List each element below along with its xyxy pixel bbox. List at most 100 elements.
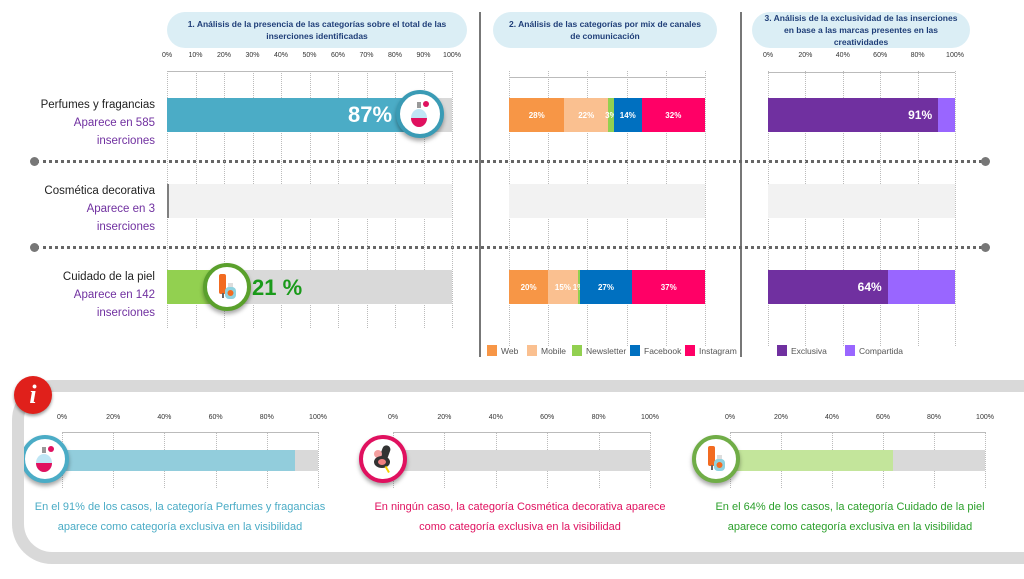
bar-track (509, 184, 705, 218)
gridline (985, 432, 986, 488)
axis-line (509, 77, 705, 78)
insertion-count: Aparece en 585 (73, 117, 155, 129)
segment-label: 3% (605, 110, 617, 120)
row-divider-dot (981, 157, 990, 166)
axis-tick-label: 20% (773, 414, 789, 421)
axis-tick-label: 40% (157, 414, 172, 421)
category-label: Perfumes y fragancias Aparece en 585 inser… (41, 96, 155, 150)
insertion-count-unit: inserciones (96, 135, 155, 147)
axis-line (768, 72, 955, 73)
axis-tick-label: 60% (873, 52, 888, 59)
axis-tick-label: 80% (259, 414, 274, 421)
legend-item: Newsletter (572, 345, 626, 356)
summary-note: En el 64% de los casos, la categoría Cui… (700, 497, 1000, 537)
makeup-compact-icon (359, 435, 407, 483)
segment-label: 27% (597, 282, 614, 292)
row-divider-dot (30, 157, 39, 166)
axis-line (730, 432, 985, 433)
bar-segment-instagram: 32% (641, 98, 705, 132)
segment-label: 22% (578, 110, 595, 120)
bar-segment-compartida (887, 270, 955, 304)
axis-tick-label: 60% (208, 414, 223, 421)
info-icon: i (14, 376, 52, 414)
legend-item: Web (487, 345, 518, 356)
separator (479, 12, 481, 357)
axis-tick-label: 100% (443, 52, 461, 59)
legend-label: Mobile (541, 345, 567, 356)
axis-tick-label: 40% (824, 414, 840, 421)
bar-segment-mobile: 22% (564, 98, 608, 132)
gridline (452, 71, 453, 328)
segment-label: 37% (660, 282, 677, 292)
axis-tick-label: 0% (56, 414, 68, 421)
separator (740, 12, 742, 357)
summary-line: En el 64% de los casos, la categoría Cui… (715, 501, 985, 513)
legend-label: Compartida (859, 345, 903, 356)
gridline (650, 432, 651, 488)
gridline (318, 432, 319, 488)
chart-3-title: 3. Análisis de la exclusividad de las in… (752, 12, 970, 48)
insertion-count: Aparece en 142 (73, 289, 155, 301)
bar-track (167, 184, 452, 218)
axis-tick-label: 60% (330, 52, 346, 59)
gridline (705, 71, 706, 346)
bar-segment-newsletter: 3% (605, 98, 617, 132)
skincare-icon (692, 435, 740, 483)
skincare-icon (203, 263, 251, 311)
axis-tick-label: 0% (161, 52, 173, 59)
insertion-count-unit: inserciones (96, 221, 155, 233)
axis-tick-label: 20% (798, 52, 813, 59)
axis-tick-label: 100% (976, 414, 994, 421)
legend-swatch (685, 345, 695, 356)
category-label: Cuidado de la piel Aparece en 142 insercio… (63, 268, 155, 322)
axis-tick-label: 100% (641, 414, 659, 421)
row-divider-dot (30, 243, 39, 252)
summary-line: En el 91% de los casos, la categoría Per… (34, 501, 326, 513)
bar-track (768, 184, 955, 218)
summary-band (12, 380, 1024, 564)
legend-swatch (845, 345, 855, 356)
axis-tick-label: 40% (835, 52, 850, 59)
bar-segment-web: 28% (509, 98, 565, 132)
bar-segment-exclusiva: 64% (768, 270, 888, 304)
bar (730, 450, 894, 471)
axis-tick-label: 10% (188, 52, 203, 59)
legend-swatch (572, 345, 582, 356)
axis-tick-label: 90% (416, 52, 431, 59)
axis-tick-label: 100% (946, 52, 964, 59)
bar (167, 98, 415, 132)
legend-label: Web (501, 345, 519, 356)
legend-swatch (487, 345, 497, 356)
legend-swatch (777, 345, 787, 356)
summary-note: En ningún caso, la categoría Cosmética d… (370, 497, 670, 537)
segment-label: 20% (520, 282, 537, 292)
axis-tick-label: 20% (106, 414, 121, 421)
bar (167, 184, 169, 218)
legend-item: Exclusiva (777, 345, 827, 356)
legend-item: Mobile (527, 345, 566, 356)
legend-item: Instagram (685, 345, 737, 356)
axis-tick-label: 100% (309, 414, 327, 421)
segment-label: 28% (528, 110, 545, 120)
legend-label: Exclusiva (791, 345, 827, 356)
perfume-icon (396, 90, 444, 138)
axis-tick-label: 30% (245, 52, 260, 59)
legend-label: Newsletter (586, 345, 627, 356)
axis-tick-label: 20% (216, 52, 232, 59)
category-name: Perfumes y fragancias (40, 99, 155, 111)
axis-tick-label: 80% (591, 414, 606, 421)
bar-track (393, 450, 650, 471)
summary-line: como categoría exclusiva en la visibilid… (419, 521, 621, 533)
chart-1-title: 1. Análisis de la presencia de las categ… (167, 12, 467, 48)
axis-tick-label: 0% (724, 414, 736, 421)
row-divider-dot (981, 243, 990, 252)
legend-item: Compartida (845, 345, 903, 356)
axis-tick-label: 60% (875, 414, 891, 421)
segment-label: 32% (665, 110, 682, 120)
gridline (955, 71, 956, 346)
bar-value-label: 21 % (252, 275, 303, 300)
segment-label: 15% (554, 282, 571, 292)
summary-line: aparece como categoría exclusiva en la v… (57, 521, 303, 533)
axis-tick-label: 0% (387, 414, 399, 421)
legend-label: Facebook (644, 345, 682, 356)
